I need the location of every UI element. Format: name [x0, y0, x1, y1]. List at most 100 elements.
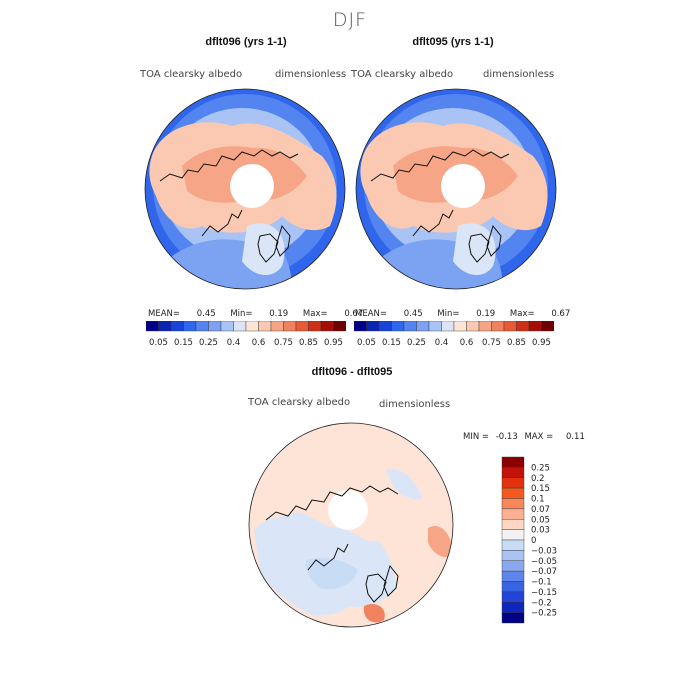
panel-a-polar-map	[144, 88, 346, 290]
panel-a-title: dflt096 (yrs 1-1)	[205, 36, 287, 48]
max-value: 0.11	[565, 432, 585, 442]
colorbar-tick-label: −0.25	[531, 609, 557, 619]
map-boundary-circle	[248, 422, 454, 628]
colorbar-tick-label: 0.95	[532, 338, 551, 348]
colorbar-tick-label: −0.15	[531, 588, 557, 598]
colorbar-swatch	[195, 321, 209, 332]
colorbar-tick-label: 0.25	[199, 338, 218, 348]
max-value: 0.67	[551, 309, 571, 319]
colorbar-swatch	[295, 321, 309, 332]
colorbar-swatch	[333, 321, 346, 332]
colorbar-swatch	[441, 321, 455, 332]
mean-label: MEAN=	[355, 309, 387, 319]
colorbar-swatch	[416, 321, 430, 332]
coastline-lines	[265, 485, 399, 603]
difference-minmax: MIN = -0.13 MAX = 0.11	[463, 432, 585, 442]
colorbar-swatch	[491, 321, 505, 332]
colorbar-tick-label: 0.75	[274, 338, 293, 348]
colorbar-swatch	[170, 321, 184, 332]
colorbar-tick-label: 0.85	[507, 338, 526, 348]
colorbar-tick-label: 0.85	[299, 338, 318, 348]
panel-b-polar-map	[355, 88, 557, 290]
colorbar-tick-label: −0.2	[531, 598, 552, 608]
colorbar-swatch	[528, 321, 542, 332]
colorbar-tick-label: 0.75	[482, 338, 501, 348]
colorbar-swatch	[501, 602, 525, 613]
colorbar-tick-label: 0.15	[531, 484, 550, 494]
positive-difference-hotspot	[428, 526, 453, 558]
max-label: MAX =	[524, 432, 554, 442]
colorbar-tick-label: 0.25	[531, 463, 550, 473]
colorbar-tick-label: 0.03	[531, 526, 550, 536]
season-title: DJF	[332, 9, 368, 31]
colorbar-tick-label: −0.05	[531, 557, 557, 567]
panel-b-colorbar: 0.05 0.15 0.25 0.4 0.6 0.75 0.85 0.95	[354, 321, 554, 348]
colorbar-swatch	[403, 321, 417, 332]
colorbar-swatch	[501, 456, 525, 468]
colorbar-swatch	[233, 321, 247, 332]
max-label: Max=	[302, 309, 328, 319]
difference-variable-label: TOA clearsky albedo	[248, 397, 351, 408]
panel-a-stats: MEAN= 0.45 Min= 0.19 Max= 0.67	[148, 309, 363, 319]
panel-b-units-label: dimensionless	[483, 69, 555, 80]
greenland-region	[242, 223, 285, 276]
colorbar-swatch	[501, 591, 525, 603]
colorbar-tick-label: 0.05	[531, 515, 550, 525]
colorbar-swatch	[501, 539, 525, 551]
map-boundary-circle	[355, 88, 557, 290]
negative-difference-patch	[386, 469, 422, 500]
panel-b-stats: MEAN= 0.45 Min= 0.19 Max= 0.67	[355, 309, 570, 319]
colorbar-swatch	[541, 321, 554, 332]
mean-value: 0.45	[403, 309, 423, 319]
colorbar-tick-label: 0.05	[357, 338, 376, 348]
colorbar-swatch	[466, 321, 480, 332]
mean-value: 0.45	[196, 309, 216, 319]
colorbar-tick-label: 0.4	[435, 338, 449, 348]
colorbar-swatch	[245, 321, 259, 332]
panel-a-variable-label: TOA clearsky albedo	[140, 69, 243, 80]
colorbar-swatch	[220, 321, 234, 332]
colorbar-tick-label: 0.15	[382, 338, 401, 348]
colorbar-swatch	[501, 467, 525, 478]
positive-difference-hotspot-south	[363, 603, 385, 623]
colorbar-swatch	[503, 321, 517, 332]
min-label: Min=	[437, 309, 460, 319]
max-value: 0.67	[344, 309, 364, 319]
min-label: MIN =	[463, 432, 490, 442]
colorbar-tick-label: 0.6	[252, 338, 266, 348]
colorbar-tick-label: 0.15	[174, 338, 193, 348]
difference-polar-map	[248, 422, 454, 628]
negative-difference-core	[305, 558, 358, 590]
colorbar-tick-label: 0.6	[460, 338, 474, 348]
panel-a-units-label: dimensionless	[275, 69, 347, 80]
colorbar-swatch	[158, 321, 172, 332]
colorbar-swatch	[378, 321, 392, 332]
max-label: Max=	[509, 309, 535, 319]
colorbar-swatch	[501, 498, 525, 510]
coastline-lines	[159, 149, 299, 263]
colorbar-tick-label: 0.4	[227, 338, 241, 348]
panel-b-title: dflt095 (yrs 1-1)	[412, 36, 494, 48]
colorbar-swatch	[320, 321, 334, 332]
colorbar-swatch	[501, 581, 525, 593]
colorbar-swatch	[501, 570, 525, 582]
colorbar-swatch	[283, 321, 297, 332]
colorbar-swatch	[501, 519, 525, 530]
colorbar-swatch	[501, 477, 525, 489]
colorbar-swatch	[453, 321, 467, 332]
colorbar-swatch	[501, 508, 525, 520]
min-value: -0.13	[495, 432, 518, 442]
colorbar-swatch	[354, 321, 367, 332]
colorbar-swatch	[501, 612, 525, 624]
polar-missing-data-area	[441, 164, 485, 208]
min-value: 0.19	[476, 309, 496, 319]
min-value: 0.19	[269, 309, 289, 319]
colorbar-swatch	[270, 321, 284, 332]
polar-missing-data-area	[328, 490, 368, 530]
colorbar-swatch	[366, 321, 380, 332]
mean-label: MEAN=	[148, 309, 180, 319]
colorbar-tick-label: −0.07	[531, 567, 557, 577]
colorbar-swatch	[501, 560, 525, 572]
colorbar-swatch	[308, 321, 322, 332]
panel-a-colorbar: 0.05 0.15 0.25 0.4 0.6 0.75 0.85 0.95	[146, 321, 346, 348]
